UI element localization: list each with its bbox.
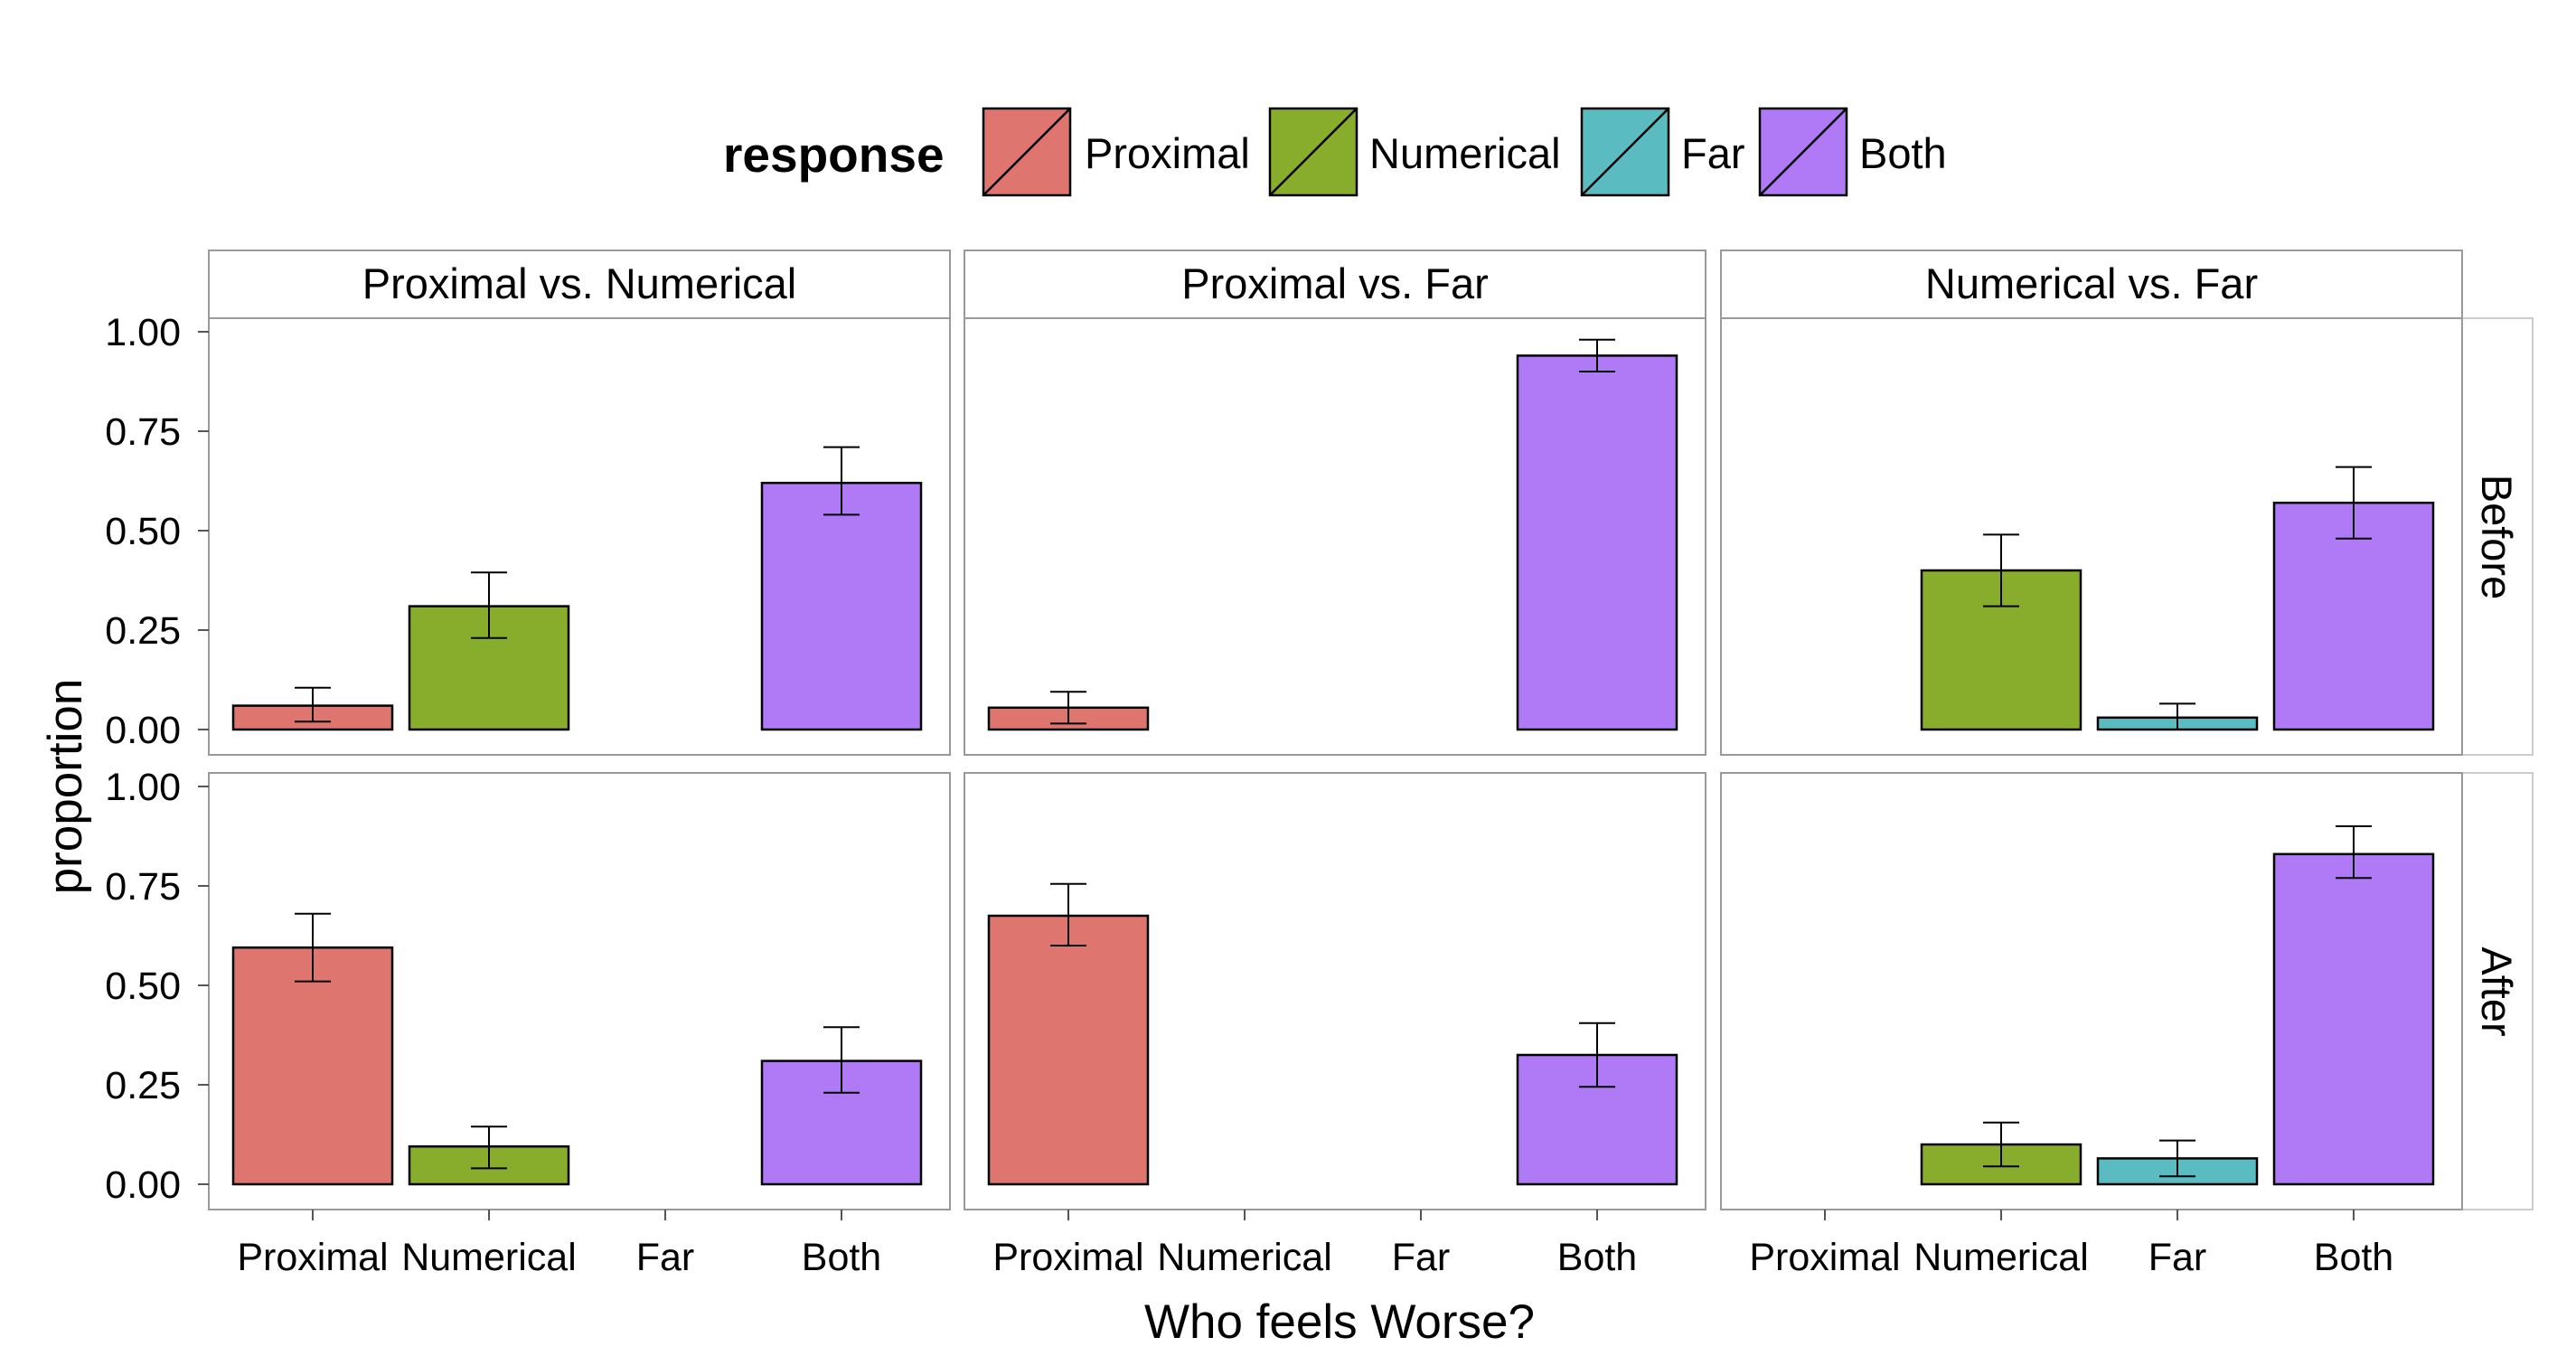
- facet-panels: Proximal vs. Numerical Proximal vs. Far Nu…: [208, 250, 2534, 1210]
- legend: response Proximal Numerical Far Both: [723, 107, 1947, 197]
- x-tick-label-both: Both: [1557, 1236, 1637, 1279]
- y-axis-title: proportion: [39, 679, 92, 895]
- y-tick-label: 1.00: [105, 311, 181, 354]
- legend-key-slash-numerical: [1269, 108, 1358, 196]
- facet-strip-proximal-vs-numerical: [208, 250, 951, 319]
- legend-key-slash-both: [1759, 108, 1847, 196]
- y-tick-label: 0.75: [105, 410, 181, 454]
- legend-key-slash-proximal: [982, 108, 1071, 196]
- x-tick-label-far: Far: [2148, 1236, 2207, 1279]
- panel-numerical-vs-far-before: [1720, 317, 2463, 756]
- y-tick-label: 0.50: [105, 965, 181, 1008]
- facet-strip-label-proximal-vs-far: Proximal vs. Far: [1181, 259, 1489, 307]
- legend-label-proximal: Proximal: [1085, 129, 1250, 177]
- x-axis: Proximal Numerical Far Both Proximal Numerica…: [237, 1210, 2393, 1279]
- y-tick-label: 1.00: [105, 766, 181, 809]
- legend-label-numerical: Numerical: [1369, 129, 1561, 177]
- panel-proximal-vs-numerical-after: [208, 772, 951, 1210]
- bar-both: [1516, 354, 1678, 731]
- x-tick-label-proximal: Proximal: [237, 1236, 388, 1279]
- x-tick-label-far: Far: [636, 1236, 695, 1279]
- facet-row-strip-after: [2461, 772, 2534, 1210]
- y-tick-label: 0.75: [105, 865, 181, 909]
- legend-label-far: Far: [1681, 129, 1745, 177]
- panel-proximal-vs-far-after: [964, 772, 1706, 1210]
- bar-both: [2272, 852, 2435, 1186]
- y-tick-label: 0.50: [105, 510, 181, 553]
- facet-row-label-after: After: [2473, 946, 2521, 1036]
- x-tick-label-both: Both: [2314, 1236, 2393, 1279]
- bar-proximal: [987, 914, 1150, 1186]
- bar-both: [760, 481, 923, 731]
- legend-title: response: [723, 127, 945, 183]
- x-tick-label-proximal: Proximal: [992, 1236, 1143, 1279]
- panel-proximal-vs-far-before: [964, 317, 1706, 756]
- panel-numerical-vs-far-after: [1720, 772, 2463, 1210]
- bar-proximal: [231, 946, 394, 1186]
- facet-row-strip-before: [2461, 317, 2534, 756]
- facet-row-label-before: Before: [2473, 475, 2521, 599]
- y-tick-label: 0.00: [105, 709, 181, 752]
- panel-proximal-vs-numerical-before: [208, 317, 951, 756]
- legend-label-both: Both: [1859, 129, 1947, 177]
- y-tick-label: 0.25: [105, 1064, 181, 1107]
- y-tick-label: 0.25: [105, 609, 181, 653]
- y-tick-label: 0.00: [105, 1163, 181, 1207]
- x-tick-label-proximal: Proximal: [1749, 1236, 1900, 1279]
- x-tick-label-numerical: Numerical: [1913, 1236, 2089, 1279]
- x-tick-label-numerical: Numerical: [401, 1236, 577, 1279]
- facet-strip-numerical-vs-far: [1720, 250, 2463, 319]
- legend-key-slash-far: [1581, 108, 1669, 196]
- x-axis-title: Who feels Worse?: [1144, 1295, 1535, 1349]
- y-axis: 0.00 0.25 0.50 0.75 1.00 0.00 0.25 0.50 0.75 1.00: [105, 311, 209, 1207]
- facet-strip-label-numerical-vs-far: Numerical vs. Far: [1925, 259, 2258, 307]
- x-tick-label-far: Far: [1392, 1236, 1451, 1279]
- bar-both: [2272, 501, 2435, 731]
- facet-strip-proximal-vs-far: [964, 250, 1706, 319]
- x-tick-label-numerical: Numerical: [1157, 1236, 1332, 1279]
- facet-strip-label-proximal-vs-numerical: Proximal vs. Numerical: [362, 259, 797, 307]
- x-tick-label-both: Both: [802, 1236, 881, 1279]
